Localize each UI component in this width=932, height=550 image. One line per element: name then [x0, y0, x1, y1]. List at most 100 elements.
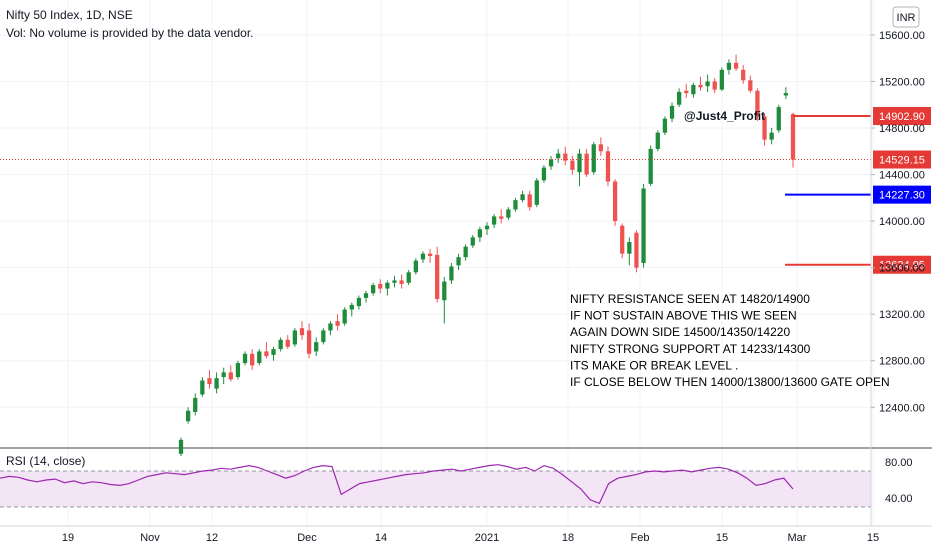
candle-49	[527, 190, 532, 211]
rsi-tick-label-0: 80.00	[885, 457, 913, 469]
candle-body-37	[442, 281, 447, 301]
candle-body-11	[257, 351, 262, 364]
candle-body-59	[598, 144, 603, 152]
price-axis[interactable]: 15600.00 15200.00 14800.00 14400.00 14000.00…	[870, 0, 925, 526]
candle-body-52	[548, 159, 554, 167]
candle-body-12	[264, 351, 269, 357]
candle-body-5	[214, 378, 219, 389]
candle-body-28	[378, 283, 383, 289]
candle-body-9	[242, 353, 248, 364]
candle-body-32	[406, 272, 411, 283]
candle-body-42	[477, 229, 483, 238]
candle-body-81	[755, 90, 760, 117]
candle-body-24	[349, 304, 354, 310]
candle-body-33	[413, 260, 418, 273]
candle-38	[449, 262, 454, 284]
x-tick-label-6: 18	[562, 532, 574, 544]
candle-31	[399, 274, 404, 289]
candle-body-34	[420, 253, 426, 260]
candle-body-55	[570, 160, 575, 170]
x-tick-label-2: 12	[206, 532, 218, 544]
candle-47	[513, 197, 518, 212]
rsi-band	[0, 471, 871, 507]
candle-body-22	[335, 321, 340, 326]
candle-body-85	[783, 93, 789, 96]
candle-68	[662, 116, 668, 135]
candle-body-65	[641, 188, 646, 263]
candle-body-16	[292, 330, 297, 345]
candle-body-23	[342, 309, 347, 324]
candle-71	[684, 83, 689, 98]
y-tick-label-7: 12800.00	[879, 356, 925, 368]
y-tick-label-6: 13200.00	[879, 309, 925, 321]
candle-78	[733, 54, 739, 71]
candle-body-38	[449, 266, 454, 281]
candle-body-50	[534, 180, 539, 205]
candle-23	[342, 307, 347, 326]
level-tag-1	[873, 150, 931, 169]
annotation-line-0: NIFTY RESISTANCE SEEN AT 14820/14900	[570, 292, 810, 306]
candle-body-31	[399, 280, 404, 284]
candle-77	[726, 59, 732, 75]
level-tag-3	[873, 255, 931, 274]
candle-83	[769, 128, 774, 145]
level-tag-0	[873, 107, 931, 126]
candle-18	[306, 323, 312, 359]
candle-body-14	[278, 339, 283, 350]
candle-body-47	[513, 200, 518, 210]
candle-75	[712, 77, 717, 94]
currency-badge[interactable]: INR	[897, 12, 916, 24]
candle-body-19	[314, 342, 319, 352]
candle-19	[314, 337, 319, 357]
candle-body-76	[719, 69, 724, 90]
currency-badge-box[interactable]	[892, 6, 920, 28]
x-tick-label-7: Feb	[631, 532, 650, 544]
x-tick-label-9: Mar	[788, 532, 807, 544]
y-tick-label-8: 12400.00	[879, 402, 925, 414]
candle-44	[491, 214, 497, 229]
candle-17	[299, 321, 305, 340]
rsi-tick-label-1: 40.00	[885, 493, 913, 505]
candle-body-26	[363, 293, 369, 298]
candle-61	[612, 179, 618, 226]
candle-21	[328, 321, 333, 336]
candle-69	[669, 102, 675, 123]
candle-7	[228, 365, 233, 382]
candle-body-45	[499, 216, 504, 219]
candle-3	[200, 377, 205, 397]
candle-14	[278, 337, 283, 352]
candle-body-25	[356, 297, 362, 307]
candles-layer[interactable]	[178, 54, 796, 457]
candle-body-48	[520, 194, 525, 201]
candle-65	[641, 183, 646, 268]
candle-12	[264, 342, 269, 359]
candle-body-56	[577, 153, 582, 173]
candle-body-27	[371, 285, 376, 294]
candle-53	[556, 148, 561, 163]
candle-20	[321, 328, 326, 345]
y-tick-label-0: 15600.00	[879, 30, 925, 42]
candle-body-68	[662, 118, 668, 133]
candle-58	[591, 141, 596, 175]
candle-64	[634, 230, 639, 273]
candle-body-2	[193, 397, 198, 412]
rsi-pane[interactable]: RSI (14, close) 80.00 40.00	[0, 447, 932, 508]
candle-80	[748, 75, 753, 94]
candle-body-21	[328, 323, 333, 331]
candle-body-78	[733, 62, 739, 69]
candle-4	[207, 370, 212, 389]
annotation-line-4: ITS MAKE OR BREAK LEVEL .	[570, 358, 738, 372]
candle-13	[271, 346, 276, 361]
time-axis[interactable]: 19 Nov 12 Dec 14 2021 18 Feb 15 Mar 15	[0, 525, 932, 544]
x-tick-label-1: Nov	[140, 532, 160, 544]
y-tick-label-5: 13600.00	[879, 263, 925, 275]
candle-0	[178, 437, 184, 457]
candle-57	[584, 148, 589, 177]
candle-body-41	[470, 237, 475, 246]
candle-41	[470, 235, 475, 248]
candle-body-51	[541, 167, 547, 181]
candle-74	[705, 74, 710, 92]
candle-body-61	[612, 181, 618, 222]
candle-45	[499, 209, 504, 224]
